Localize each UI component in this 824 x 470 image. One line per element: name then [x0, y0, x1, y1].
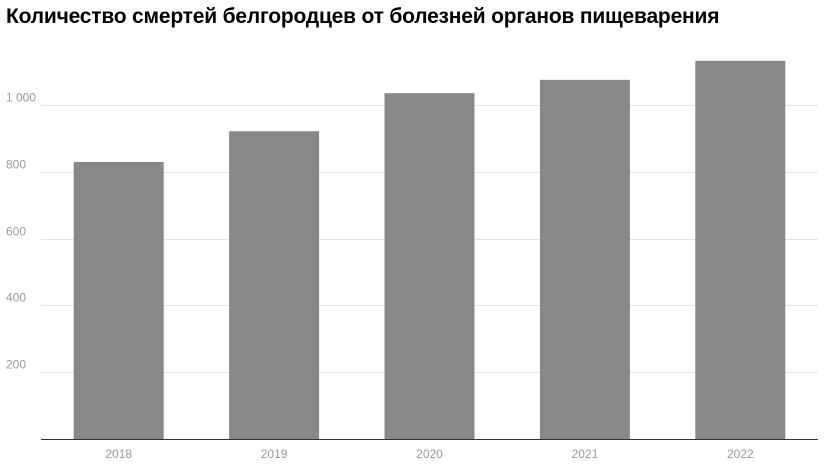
- x-tick-labels: 2018 2019 2020 2021 2022: [105, 447, 754, 461]
- y-tick-labels: 200 400 600 800 1 000: [6, 91, 36, 372]
- bar-2018[interactable]: [73, 161, 164, 440]
- bar-2019[interactable]: [229, 131, 320, 440]
- x-tick-label: 2022: [727, 447, 754, 461]
- chart-title: Количество смертей белгородцев от болезн…: [6, 5, 720, 28]
- y-tick-label: 1 000: [6, 91, 36, 105]
- x-tick-label: 2018: [105, 447, 132, 461]
- y-tick-label: 800: [6, 158, 26, 172]
- x-tick-label: 2019: [261, 447, 288, 461]
- x-tick-label: 2020: [416, 447, 443, 461]
- x-tick-label: 2021: [572, 447, 599, 461]
- bar-2022[interactable]: [695, 60, 786, 440]
- bar-2021[interactable]: [539, 79, 630, 439]
- y-tick-label: 400: [6, 291, 26, 305]
- y-tick-label: 600: [6, 225, 26, 239]
- bars: [73, 60, 786, 440]
- y-tick-label: 200: [6, 358, 26, 372]
- bar-2020[interactable]: [384, 93, 475, 439]
